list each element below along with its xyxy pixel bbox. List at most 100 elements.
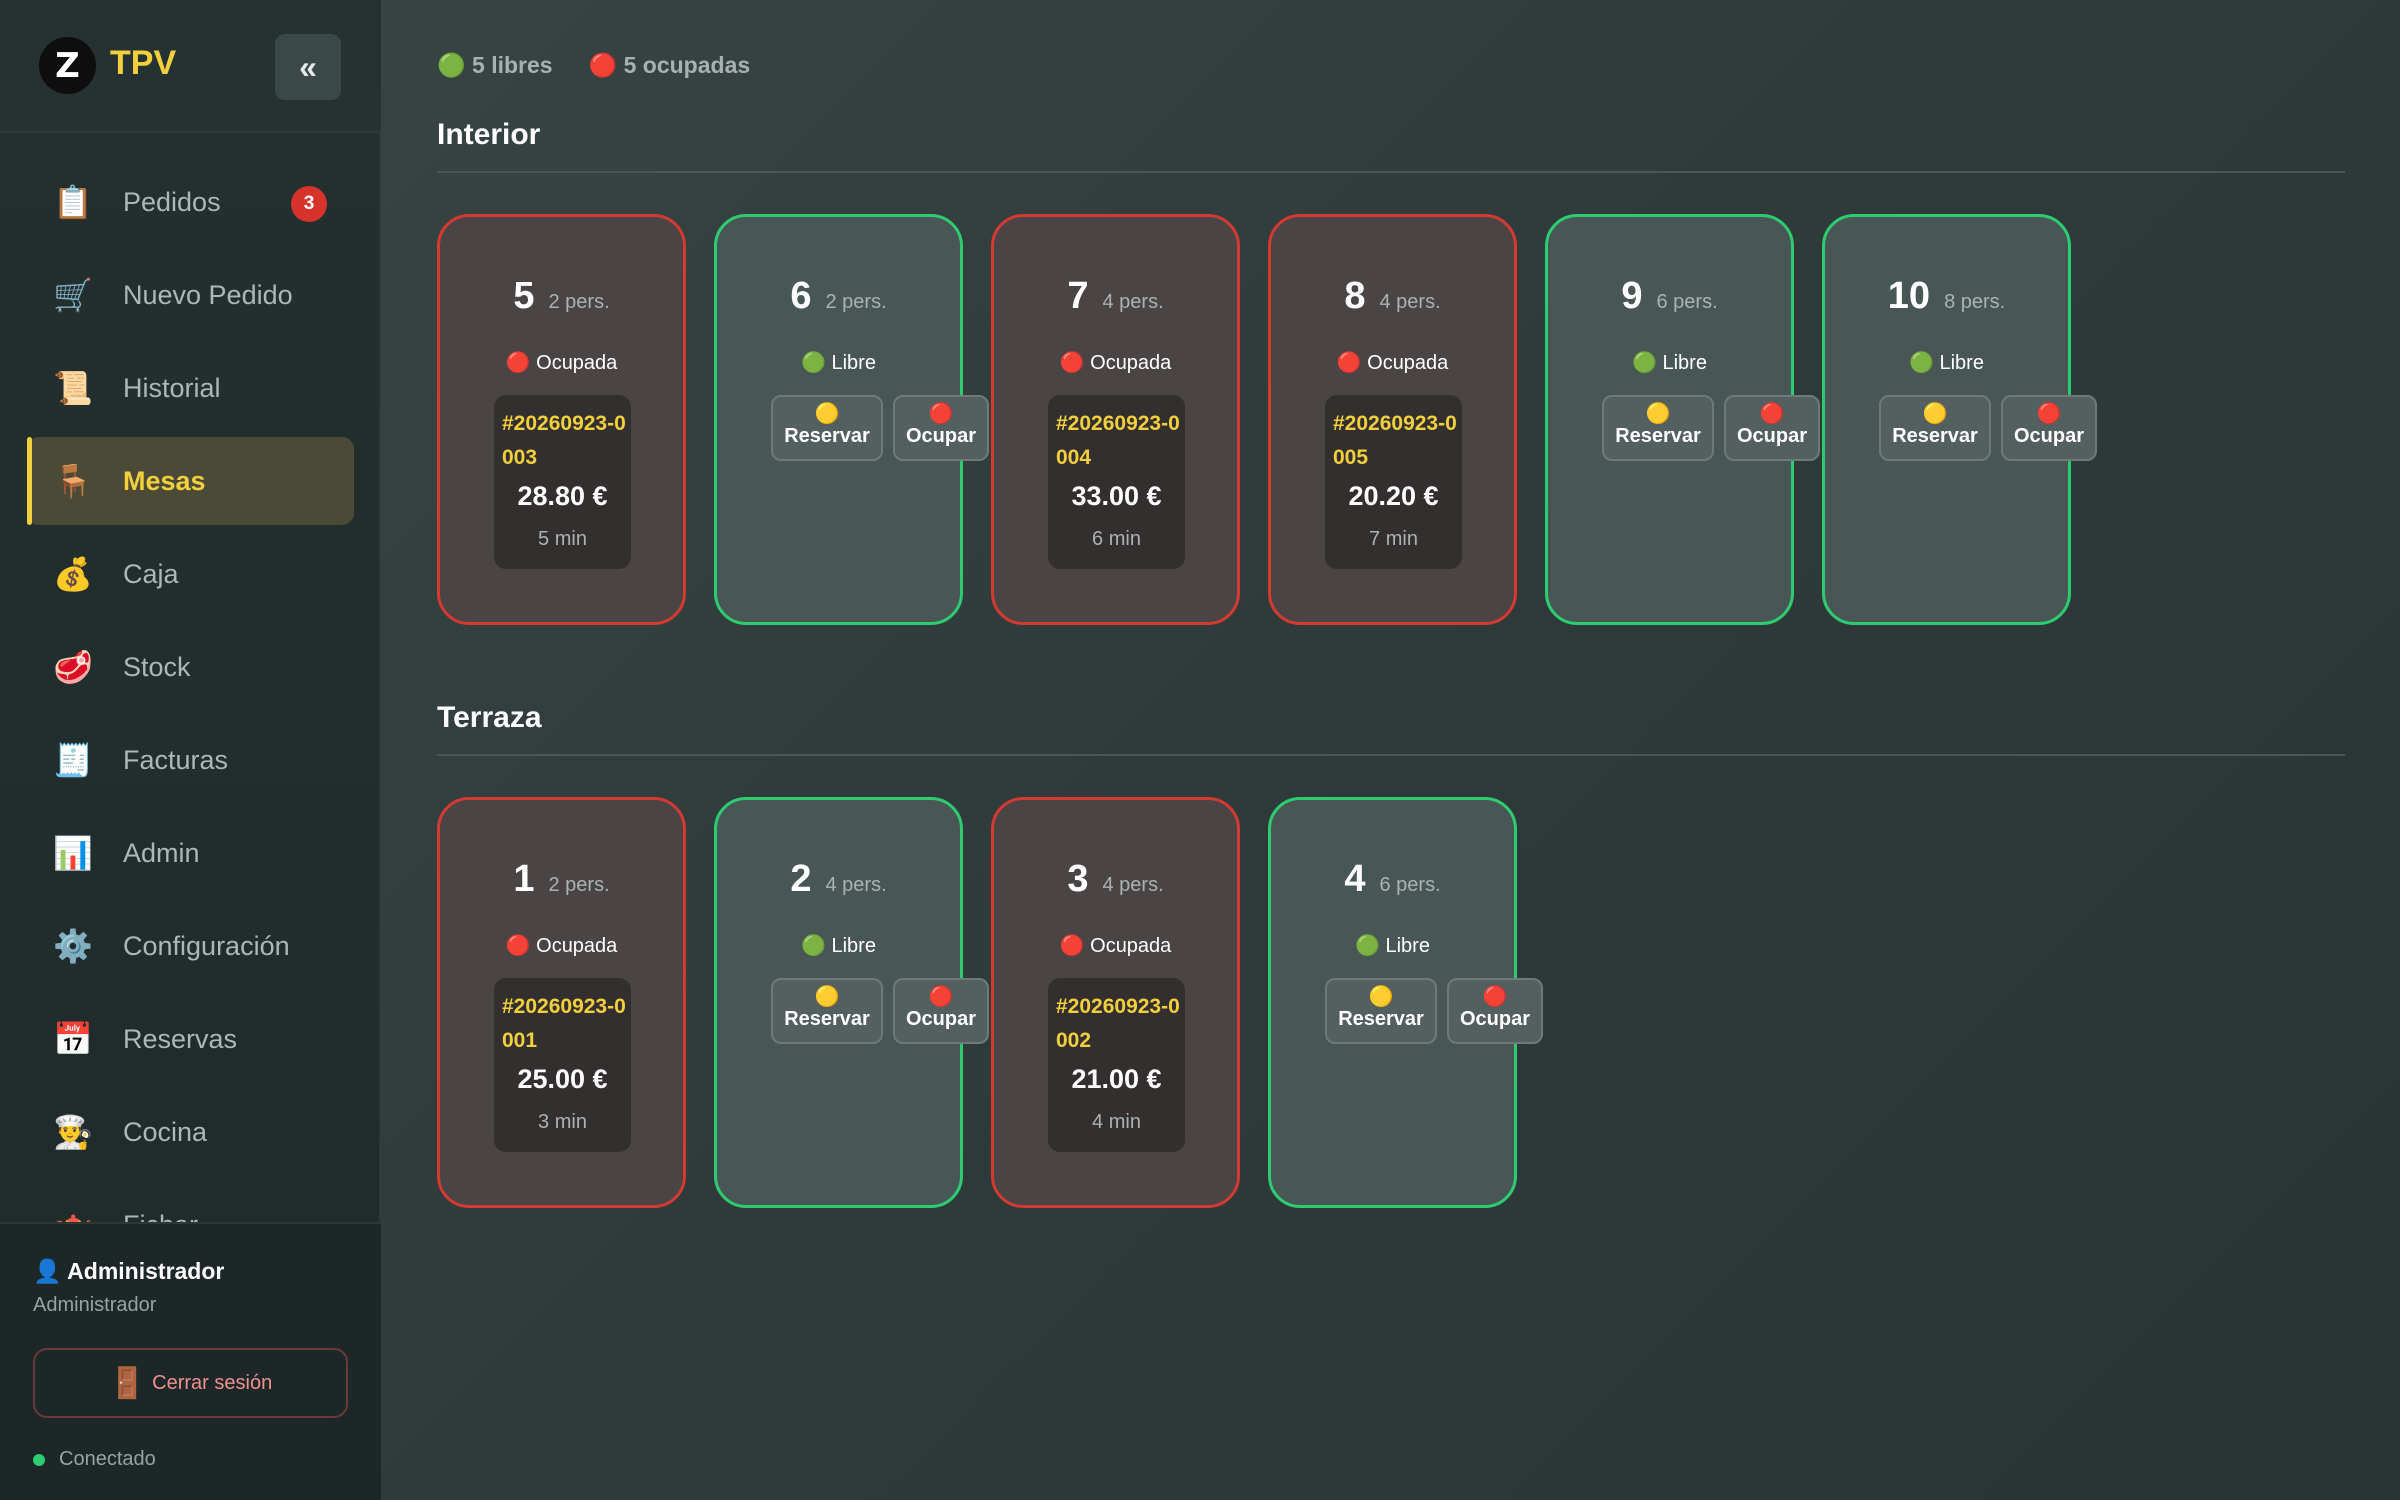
occupy-button[interactable]: 🔴 Ocupar [893, 395, 989, 461]
reserve-button[interactable]: 🟡 Reservar [771, 978, 883, 1044]
nav-icon: 🛒 [53, 277, 93, 313]
table-status: 🟢 Libre [801, 935, 876, 957]
order-summary[interactable]: #20260923-0002 21.00 € 4 min [1048, 978, 1185, 1152]
order-elapsed: 4 min [1092, 1111, 1141, 1133]
status-dot-icon [33, 1453, 45, 1466]
connection-label: Conectado [59, 1448, 156, 1470]
table-status: 🟢 Libre [801, 352, 876, 374]
table-header: 10 8 pers. [1825, 275, 2068, 318]
section-divider [437, 171, 2345, 173]
reserve-button[interactable]: 🟡 Reservar [1879, 395, 1991, 461]
sidebar-item-7[interactable]: 📊 Admin [27, 809, 354, 897]
table-card[interactable]: 6 2 pers. 🟢 Libre 🟡 Reservar 🔴 Ocupar [714, 214, 989, 625]
table-number: 9 [1621, 275, 1643, 317]
table-number: 3 [1067, 858, 1089, 900]
occupy-button[interactable]: 🔴 Ocupar [893, 978, 989, 1044]
order-total: 33.00 € [1071, 481, 1162, 511]
logout-button[interactable]: 🚪 Cerrar sesión [33, 1348, 348, 1418]
order-total: 28.80 € [517, 481, 608, 511]
table-number: 6 [790, 275, 812, 317]
occupy-button-label: Ocupar [2013, 425, 2085, 447]
sidebar-item-6[interactable]: 🧾 Facturas [27, 716, 354, 804]
sidebar: Z TPV « 📋 Pedidos 3 🛒 Nuevo Pedido 📜 Historial… [0, 0, 381, 1500]
sidebar-item-label: Cocina [123, 1116, 208, 1147]
free-count: 🟢 5 libres [437, 52, 553, 78]
brand-name: TPV [110, 44, 177, 82]
order-total: 21.00 € [1071, 1064, 1162, 1094]
nav-icon: 📊 [53, 835, 93, 871]
table-header: 5 2 pers. [440, 275, 683, 318]
sidebar-item-8[interactable]: ⚙️ Configuración [27, 902, 354, 990]
nav-icon: 🥩 [53, 649, 93, 685]
occupy-button[interactable]: 🔴 Ocupar [1724, 395, 1820, 461]
sidebar-item-label: Reservas [123, 1023, 238, 1054]
table-header: 8 4 pers. [1271, 275, 1514, 318]
table-header: 7 4 pers. [994, 275, 1237, 318]
table-capacity: 4 pers. [1102, 291, 1164, 313]
table-card[interactable]: 8 4 pers. 🔴 Ocupada #20260923-0005 20.20 € 7 … [1268, 214, 1517, 625]
sidebar-item-1[interactable]: 🛒 Nuevo Pedido [27, 251, 354, 339]
table-status: 🟢 Libre [1632, 352, 1707, 374]
reserve-button[interactable]: 🟡 Reservar [1602, 395, 1714, 461]
table-number: 1 [513, 858, 535, 900]
nav-icon: 🫖 [53, 1206, 93, 1223]
nav-icon: 📋 [53, 184, 93, 220]
table-number: 10 [1887, 275, 1931, 317]
order-summary[interactable]: #20260923-0005 20.20 € 7 min [1325, 395, 1462, 569]
table-capacity: 4 pers. [825, 874, 887, 896]
occupy-button[interactable]: 🔴 Ocupar [2001, 395, 2097, 461]
sidebar-item-label: Stock [123, 651, 191, 682]
section-divider [437, 754, 2345, 756]
order-summary[interactable]: #20260923-0004 33.00 € 6 min [1048, 395, 1185, 569]
table-number: 5 [513, 275, 535, 317]
sidebar-item-label: Nuevo Pedido [123, 279, 293, 310]
table-capacity: 4 pers. [1102, 874, 1164, 896]
sidebar-item-3[interactable]: 🪑 Mesas [27, 437, 354, 525]
table-status: 🔴 Ocupada [1336, 352, 1449, 374]
sidebar-item-0[interactable]: 📋 Pedidos 3 [27, 158, 354, 246]
sidebar-item-5[interactable]: 🥩 Stock [27, 623, 354, 711]
order-summary[interactable]: #20260923-0003 28.80 € 5 min [494, 395, 631, 569]
table-header: 2 4 pers. [717, 858, 960, 901]
reserve-button[interactable]: 🟡 Reservar [1325, 978, 1437, 1044]
table-status: 🟢 Libre [1355, 935, 1430, 957]
red-circle-icon: 🔴 [1759, 403, 1785, 425]
table-card[interactable]: 5 2 pers. 🔴 Ocupada #20260923-0003 28.80 € 5 … [437, 214, 686, 625]
sidebar-item-10[interactable]: 👨‍🍳 Cocina [27, 1088, 354, 1176]
brand-header: Z TPV « [0, 0, 381, 133]
order-elapsed: 6 min [1092, 528, 1141, 550]
table-header: 6 2 pers. [717, 275, 960, 318]
user-name: 👤 Administrador [33, 1258, 225, 1284]
order-id: #20260923-0002 [1056, 995, 1180, 1052]
table-card[interactable]: 7 4 pers. 🔴 Ocupada #20260923-0004 33.00 € 6 … [991, 214, 1240, 625]
table-capacity: 2 pers. [825, 291, 887, 313]
table-card[interactable]: 10 8 pers. 🟢 Libre 🟡 Reservar 🔴 Ocupar [1822, 214, 2097, 625]
table-capacity: 2 pers. [548, 291, 610, 313]
table-capacity: 8 pers. [1944, 291, 2006, 313]
table-card[interactable]: 3 4 pers. 🔴 Ocupada #20260923-0002 21.00 € 4 … [991, 797, 1240, 1208]
red-circle-icon: 🔴 [1482, 986, 1508, 1008]
nav-icon: 🧾 [53, 742, 93, 778]
occupy-button[interactable]: 🔴 Ocupar [1447, 978, 1543, 1044]
collapse-sidebar-button[interactable]: « [275, 34, 341, 100]
sidebar-item-9[interactable]: 📅 Reservas [27, 995, 354, 1083]
reserve-button[interactable]: 🟡 Reservar [771, 395, 883, 461]
yellow-circle-icon: 🟡 [1368, 986, 1394, 1008]
table-header: 3 4 pers. [994, 858, 1237, 901]
sidebar-item-label: Pedidos [123, 186, 221, 217]
table-capacity: 4 pers. [1379, 291, 1441, 313]
order-summary[interactable]: #20260923-0001 25.00 € 3 min [494, 978, 631, 1152]
red-circle-icon: 🔴 [2036, 403, 2062, 425]
sidebar-item-11[interactable]: 🫖 Fichar [27, 1181, 354, 1223]
sidebar-item-2[interactable]: 📜 Historial [27, 344, 354, 432]
sidebar-item-label: Facturas [123, 744, 229, 775]
table-card[interactable]: 1 2 pers. 🔴 Ocupada #20260923-0001 25.00 € 3 … [437, 797, 686, 1208]
section-title: Interior [437, 118, 541, 151]
table-header: 1 2 pers. [440, 858, 683, 901]
table-capacity: 2 pers. [548, 874, 610, 896]
sidebar-item-4[interactable]: 💰 Caja [27, 530, 354, 618]
order-elapsed: 5 min [538, 528, 587, 550]
